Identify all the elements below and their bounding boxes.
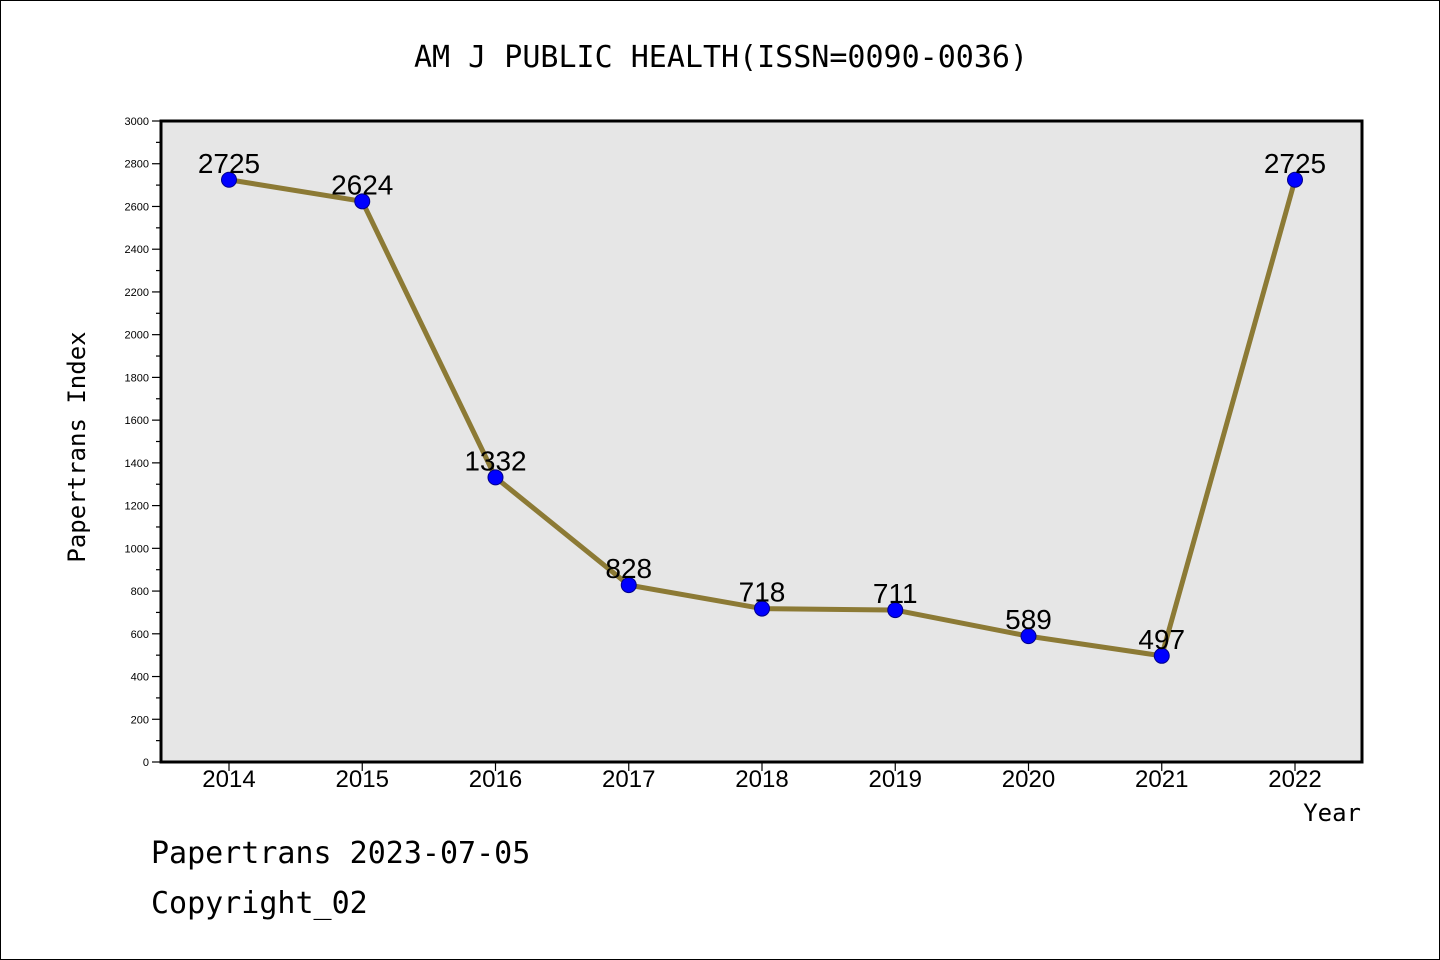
y-tick-label: 2600 <box>125 201 149 213</box>
y-tick-label: 2200 <box>125 287 149 299</box>
plot-area <box>161 121 1362 762</box>
x-tick-label: 2016 <box>469 766 522 793</box>
y-tick-label: 1000 <box>125 543 149 555</box>
y-tick-label: 1400 <box>125 458 149 470</box>
y-tick-label: 2400 <box>125 244 149 256</box>
y-tick-label: 200 <box>131 714 149 726</box>
y-axis: 0 200 400 600 800 1000 1200 1400 1600 1800 2000 220… <box>125 116 161 769</box>
data-point <box>221 171 237 188</box>
data-label: 2725 <box>198 148 260 179</box>
data-point <box>620 577 637 594</box>
footer-copyright: Copyright_02 <box>151 886 368 921</box>
y-tick-label: 600 <box>131 629 149 641</box>
y-tick-label: 3000 <box>125 116 149 128</box>
data-point <box>1020 628 1037 645</box>
y-tick-label: 800 <box>131 586 149 598</box>
x-axis: 2014 2015 2016 2017 2018 2019 2020 2021 2022 <box>202 762 1322 793</box>
data-point <box>354 193 371 210</box>
data-labels: 2725 2624 1332 828 718 711 589 497 2725 <box>198 148 1326 655</box>
x-axis-label: Year <box>1303 799 1361 827</box>
chart-title: AM J PUBLIC HEALTH(ISSN=0090-0036) <box>414 40 1028 75</box>
data-point <box>487 469 504 486</box>
data-point <box>1153 647 1170 664</box>
data-label: 497 <box>1138 624 1185 655</box>
x-tick-label: 2019 <box>869 766 922 793</box>
x-tick-label: 2022 <box>1268 766 1321 793</box>
x-tick-label: 2014 <box>202 766 255 793</box>
data-label: 2624 <box>331 169 393 200</box>
data-point <box>1287 171 1303 188</box>
y-tick-label: 400 <box>131 672 149 684</box>
x-tick-label: 2015 <box>336 766 389 793</box>
data-label: 2725 <box>1264 148 1326 179</box>
plot-frame <box>159 119 1364 764</box>
x-tick-label: 2020 <box>1002 766 1055 793</box>
y-tick-label: 2800 <box>125 159 149 171</box>
data-label: 711 <box>873 578 918 609</box>
data-point <box>754 600 770 617</box>
y-tick-label: 0 <box>143 757 149 769</box>
x-tick-label: 2017 <box>602 766 655 793</box>
data-label: 589 <box>1005 604 1052 635</box>
y-axis-label: Papertrans Index <box>63 331 91 562</box>
data-label: 1332 <box>464 445 526 476</box>
data-label: 828 <box>605 553 652 584</box>
data-markers <box>221 171 1303 664</box>
footer-date: Papertrans 2023-07-05 <box>151 836 531 871</box>
data-label: 718 <box>739 577 786 608</box>
y-tick-label: 1200 <box>125 501 149 513</box>
y-tick-label: 1600 <box>125 415 149 427</box>
y-tick-label: 1800 <box>125 372 149 384</box>
data-point <box>887 602 904 619</box>
x-tick-label: 2021 <box>1135 766 1188 793</box>
x-tick-label: 2018 <box>735 766 788 793</box>
y-tick-label: 2000 <box>125 330 149 342</box>
